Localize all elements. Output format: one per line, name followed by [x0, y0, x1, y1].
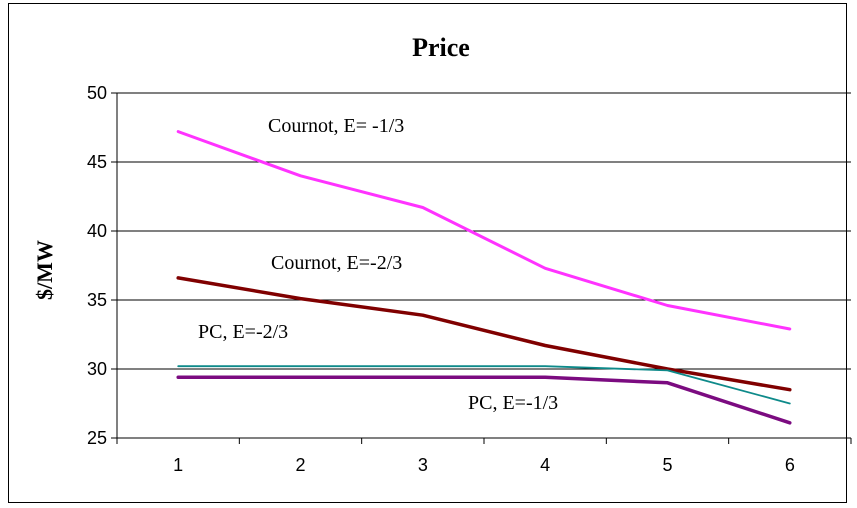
series-annotation-3: PC, E=-2/3 — [198, 321, 288, 343]
y-tick-label: 40 — [87, 221, 107, 241]
series-line-3 — [177, 365, 791, 405]
y-tick-label: 25 — [87, 428, 107, 448]
y-tick-label: 30 — [87, 359, 107, 379]
gridlines — [117, 92, 851, 370]
series-line-4 — [176, 375, 792, 425]
series-annotation-2: Cournot, E=-2/3 — [271, 252, 402, 274]
x-tick-label: 5 — [662, 455, 672, 475]
series-line-2 — [176, 276, 792, 392]
series-line-1 — [176, 130, 792, 331]
series-annotation-4: PC, E=-1/3 — [468, 392, 558, 414]
axes — [111, 92, 852, 444]
y-tick-label: 50 — [87, 83, 107, 103]
y-tick-label: 35 — [87, 290, 107, 310]
series-lines — [176, 130, 792, 425]
x-tick-label: 1 — [173, 455, 183, 475]
x-tick-label: 2 — [295, 455, 305, 475]
chart-frame — [8, 3, 847, 503]
series-annotation-1: Cournot, E= -1/3 — [268, 115, 404, 137]
chart-title: Price — [412, 33, 470, 62]
x-tick-label: 6 — [785, 455, 795, 475]
y-tick-label: 45 — [87, 152, 107, 172]
x-tick-label: 4 — [540, 455, 550, 475]
x-tick-label: 3 — [418, 455, 428, 475]
y-axis-title: $/MW — [32, 240, 57, 300]
series-annotations: Cournot, E= -1/3 Cournot, E=-2/3 PC, E=-2/… — [198, 115, 558, 414]
